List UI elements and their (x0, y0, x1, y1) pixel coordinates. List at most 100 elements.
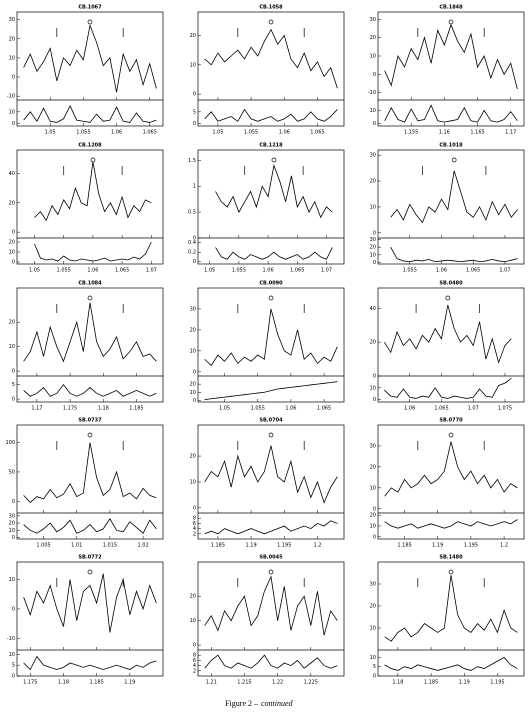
y-tick-label: 0.5 (188, 210, 196, 216)
plot-frame (197, 149, 345, 265)
y-tick-label: 4 (193, 526, 196, 532)
plot-frame (197, 11, 345, 127)
spectrum-line (384, 304, 512, 364)
panel-title: CB.1218 (259, 143, 283, 149)
x-tick-label: 1.05 (212, 130, 223, 136)
y-tick-label: 0 (193, 92, 196, 98)
y-tick-label: 0 (193, 643, 196, 649)
y-tick-label: 8 (193, 653, 196, 659)
x-tick-label: 1.18 (392, 680, 403, 686)
x-tick-label: 1.055 (57, 268, 71, 274)
y-tick-label: 20 (370, 35, 376, 41)
y-tick-label: 0 (12, 121, 15, 127)
x-tick-label: 1.065 (434, 406, 448, 412)
y-tick-label: 0.2 (188, 250, 196, 256)
x-tick-label: 1.19 (246, 543, 257, 549)
x-tick-label: 1.06 (285, 406, 296, 412)
noise-line (23, 655, 157, 671)
x-tick-label: 1.06 (111, 130, 122, 136)
y-tick-label: 0 (373, 72, 376, 78)
y-tick-label: 20 (190, 594, 196, 600)
y-tick-label: 20 (190, 382, 196, 388)
y-tick-label: 0 (193, 369, 196, 375)
y-tick-label: 0 (12, 230, 15, 236)
x-tick-label: 1.065 (143, 130, 157, 136)
y-tick-label: 20 (370, 245, 376, 251)
y-tick-label: 10 (9, 652, 15, 658)
y-tick-label: 0 (193, 236, 196, 242)
x-tick-label: 1.01 (71, 543, 82, 549)
panel-title: SB.0480 (439, 281, 463, 287)
panel-title: CB.1067 (78, 5, 102, 11)
y-tick-label: 0 (193, 121, 196, 127)
line-center-marker (87, 295, 93, 301)
panel-title: CB.1848 (439, 5, 463, 11)
spectrum-line (390, 170, 518, 224)
noise-line (34, 241, 152, 262)
y-tick-label: 2 (193, 531, 196, 537)
y-tick-label: 20 (9, 240, 15, 246)
y-tick-label: 10 (370, 626, 376, 632)
plot-frame (197, 287, 345, 403)
y-tick-label: 10 (370, 54, 376, 60)
y-tick-label: 10 (9, 528, 15, 534)
y-tick-label: 10 (190, 618, 196, 624)
y-tick-label: 30 (370, 443, 376, 449)
x-tick-label: 1.2 (500, 543, 508, 549)
x-tick-label: 1.22 (272, 680, 283, 686)
panel-title: CB.1018 (439, 143, 463, 149)
y-tick-label: 5 (193, 109, 196, 115)
panel-title: SB.0737 (78, 418, 102, 424)
noise-line (215, 247, 333, 260)
x-tick-label: 1.065 (310, 130, 324, 136)
y-tick-label: 0 (12, 535, 15, 541)
plot-frame (16, 561, 164, 677)
plot-frame (377, 149, 525, 265)
spectrum-line (384, 23, 518, 90)
noise-line (384, 519, 518, 529)
line-center-marker (448, 19, 454, 25)
y-tick-label: 20 (9, 36, 15, 42)
x-tick-label: 1.185 (89, 680, 103, 686)
x-tick-label: 1.21 (206, 680, 217, 686)
plot-frame (16, 287, 164, 403)
plot-frame (197, 561, 345, 677)
plot-frame (377, 561, 525, 677)
y-tick-label: 0 (373, 506, 376, 512)
x-tick-label: 1.05 (219, 406, 230, 412)
x-tick-label: 1.175 (63, 406, 77, 412)
y-tick-label: 5 (12, 663, 15, 669)
panel-title: CB.0090 (259, 281, 283, 287)
line-center-marker (268, 432, 274, 438)
y-tick-label: 10 (9, 250, 15, 256)
y-tick-label: 30 (9, 17, 15, 23)
y-tick-label: 20 (190, 33, 196, 39)
x-tick-label: 1.185 (129, 406, 143, 412)
y-tick-label: 4 (193, 663, 196, 669)
y-tick-label: 0 (193, 259, 196, 265)
y-tick-label: 0 (373, 230, 376, 236)
x-tick-label: 1.005 (36, 543, 50, 549)
x-tick-label: 1.075 (498, 406, 512, 412)
x-tick-label: 1.215 (237, 680, 251, 686)
x-tick-label: 1.06 (436, 268, 447, 274)
y-tick-label: 40 (9, 171, 15, 177)
y-tick-label: 30 (9, 513, 15, 519)
y-tick-label: 10 (9, 55, 15, 61)
y-tick-label: 20 (370, 179, 376, 185)
plot-frame (377, 11, 525, 127)
noise-line (204, 520, 338, 535)
spectrum-line (23, 573, 157, 633)
x-tick-label: 1.155 (404, 130, 418, 136)
panel-title: SB.0772 (78, 555, 102, 561)
y-tick-label: 1.5 (188, 158, 196, 164)
x-tick-label: 1.2 (313, 543, 321, 549)
y-tick-label: 40 (370, 306, 376, 312)
y-tick-label: 30 (370, 582, 376, 588)
line-center-marker (268, 295, 274, 301)
y-tick-label: 10 (9, 109, 15, 115)
spectrum-line (215, 164, 333, 219)
noise-line (204, 108, 338, 122)
x-tick-label: 1.06 (279, 130, 290, 136)
plot-frame (16, 424, 164, 540)
